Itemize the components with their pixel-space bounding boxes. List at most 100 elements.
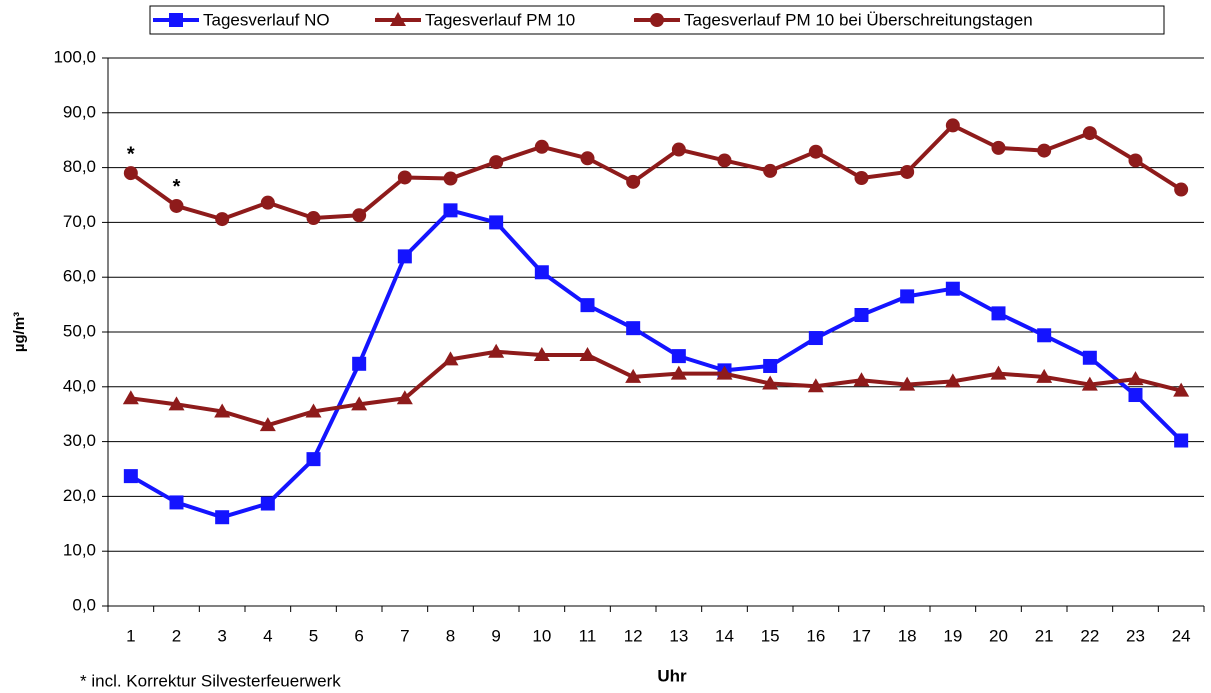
footnote: * incl. Korrektur Silvesterfeuerwerk — [80, 671, 341, 690]
x-tick-label: 14 — [715, 626, 734, 645]
data-point — [442, 351, 459, 366]
data-point — [991, 306, 1006, 321]
data-point — [397, 249, 412, 264]
data-point — [215, 510, 230, 525]
data-point — [945, 118, 960, 133]
y-axis-label: µg/m³ — [11, 312, 28, 352]
data-point — [214, 403, 231, 418]
data-point — [443, 171, 458, 186]
data-point — [1173, 382, 1190, 397]
y-tick-label: 30,0 — [63, 431, 96, 450]
x-tick-label: 23 — [1126, 626, 1145, 645]
data-point — [945, 281, 960, 296]
data-point — [443, 203, 458, 218]
data-point — [808, 144, 823, 159]
data-point — [853, 372, 870, 387]
data-point — [763, 358, 778, 373]
data-point — [763, 163, 778, 178]
data-point — [671, 142, 686, 157]
x-tick-label: 2 — [172, 626, 181, 645]
x-tick-label: 5 — [309, 626, 318, 645]
data-point — [352, 356, 367, 371]
x-tick-label: 18 — [898, 626, 917, 645]
data-point — [1082, 126, 1097, 141]
data-point — [305, 403, 322, 418]
data-point — [396, 390, 413, 405]
y-tick-label: 50,0 — [63, 321, 96, 340]
data-point — [1036, 368, 1053, 383]
data-point — [489, 155, 504, 170]
data-point — [671, 349, 686, 364]
data-point — [259, 417, 276, 432]
x-tick-label: 15 — [761, 626, 780, 645]
annotation: * — [173, 176, 181, 198]
data-point — [1037, 143, 1052, 158]
x-tick-label: 4 — [263, 626, 272, 645]
data-point — [533, 347, 550, 362]
data-point — [1082, 350, 1097, 365]
data-point — [534, 139, 549, 154]
data-point — [580, 298, 595, 313]
data-point — [306, 452, 321, 467]
y-tick-label: 60,0 — [63, 267, 96, 286]
x-tick-label: 1 — [126, 626, 135, 645]
x-tick-label: 6 — [354, 626, 363, 645]
data-point — [579, 347, 596, 362]
y-tick-label: 100,0 — [53, 47, 96, 66]
data-point — [854, 171, 869, 186]
x-tick-label: 9 — [491, 626, 500, 645]
data-point — [534, 265, 549, 280]
data-point — [260, 195, 275, 210]
data-point — [900, 164, 915, 179]
legend-marker — [169, 13, 183, 27]
y-tick-label: 40,0 — [63, 376, 96, 395]
y-tick-label: 20,0 — [63, 486, 96, 505]
data-point — [489, 215, 504, 230]
data-point — [716, 365, 733, 380]
data-point — [625, 368, 642, 383]
data-point — [351, 396, 368, 411]
data-point — [1037, 328, 1052, 343]
data-point — [626, 321, 641, 336]
series-line — [130, 349, 1182, 428]
y-tick-label: 80,0 — [63, 157, 96, 176]
x-tick-label: 12 — [624, 626, 643, 645]
data-point — [1081, 376, 1098, 391]
data-point — [991, 140, 1006, 155]
data-point — [397, 170, 412, 185]
data-point — [944, 373, 961, 388]
data-point — [762, 375, 779, 390]
x-tick-label: 10 — [532, 626, 551, 645]
y-tick-label: 70,0 — [63, 212, 96, 231]
data-point — [168, 396, 185, 411]
data-point — [123, 469, 138, 484]
x-tick-label: 7 — [400, 626, 409, 645]
data-point — [169, 198, 184, 213]
data-point — [352, 208, 367, 223]
data-point — [1128, 388, 1143, 403]
x-tick-label: 17 — [852, 626, 871, 645]
series-line — [129, 208, 1183, 520]
x-tick-label: 13 — [669, 626, 688, 645]
legend-label: Tagesverlauf PM 10 bei Überschreitungsta… — [684, 10, 1033, 29]
data-point — [1174, 433, 1189, 448]
annotation: * — [127, 143, 135, 165]
data-point — [807, 378, 824, 393]
data-point — [260, 496, 275, 511]
data-point — [670, 365, 687, 380]
data-point — [899, 376, 916, 391]
data-point — [900, 289, 915, 304]
legend-marker — [650, 13, 664, 27]
data-point — [717, 153, 732, 168]
data-point — [1127, 371, 1144, 386]
data-point — [990, 365, 1007, 380]
data-point — [808, 331, 823, 346]
data-point — [1128, 153, 1143, 168]
x-tick-label: 11 — [579, 626, 597, 645]
y-tick-label: 90,0 — [63, 102, 96, 121]
x-tick-label: 3 — [217, 626, 226, 645]
y-tick-label: 0,0 — [72, 595, 96, 614]
data-point — [580, 151, 595, 166]
data-point — [626, 174, 641, 189]
